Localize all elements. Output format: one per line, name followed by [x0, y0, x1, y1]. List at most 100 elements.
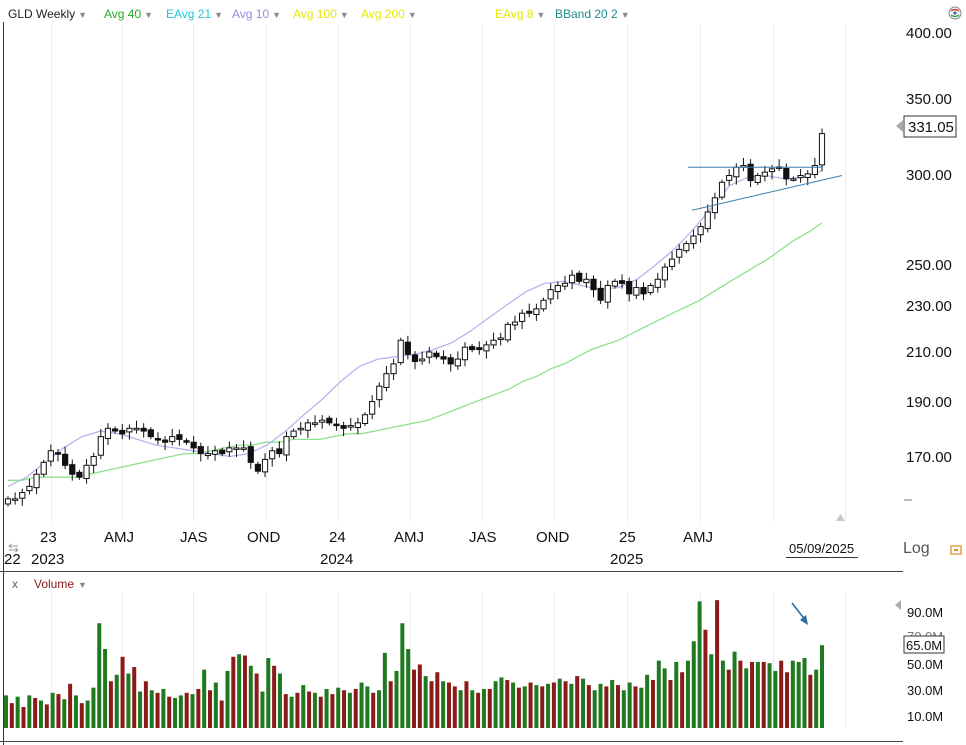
candle-body-up [583, 278, 590, 284]
indicator-bband[interactable]: BBand 20 2 ▼ [555, 7, 630, 21]
candle-body-down [247, 446, 254, 463]
scroll-up-icon[interactable] [836, 514, 845, 521]
candle [626, 277, 633, 302]
avg10-path [7, 169, 823, 487]
volume-bar-up [610, 679, 615, 728]
volume-bar-down [388, 681, 393, 728]
volume-bar-down [505, 679, 510, 728]
candle-body-up [754, 175, 761, 183]
candle [440, 350, 447, 365]
volume-bar-up [598, 683, 603, 728]
candle-body-down [526, 310, 533, 314]
volume-tick: 10.0M [907, 709, 943, 724]
indicator-legend: GLD Weekly ▼ Avg 40 ▼ EAvg 21 ▼ Avg 10 ▼ Avg… [0, 0, 966, 26]
volume-bar-up [336, 687, 341, 728]
indicator-avg40[interactable]: Avg 40 ▼ [104, 7, 154, 21]
candle-body-up [40, 461, 47, 475]
candle-body-up [611, 280, 619, 287]
volume-tick: 30.0M [907, 683, 943, 698]
time-tick: JAS [180, 529, 208, 546]
volume-bar-up [260, 691, 265, 728]
candle-body-up [497, 337, 504, 340]
volume-bars [4, 600, 824, 728]
candle [33, 469, 40, 495]
expand-arrows-icon[interactable]: ⇆ [8, 540, 19, 555]
volume-bar-up [178, 695, 183, 728]
candle [326, 415, 333, 426]
volume-indicator-selector[interactable]: Volume ▼ [34, 577, 87, 591]
volume-tick: 50.0M [907, 657, 943, 672]
volume-bar-down [575, 676, 580, 728]
candle-body-up [519, 312, 526, 322]
candle-body-up [733, 166, 740, 178]
chevron-down-icon: ▼ [78, 10, 88, 20]
candle [247, 441, 254, 469]
candle [419, 351, 426, 365]
candle [304, 419, 311, 439]
volume-bar-up [114, 674, 119, 728]
candle-body-up [790, 178, 797, 181]
indicator-avg10[interactable]: Avg 10 ▼ [232, 7, 282, 21]
candle-body-up [604, 284, 611, 303]
candle [718, 179, 726, 200]
candle [69, 459, 76, 481]
candle-body-up [540, 299, 547, 310]
volume-bar-up [511, 682, 516, 728]
volume-bar-up [289, 696, 294, 728]
candle-body-up [90, 456, 97, 466]
volume-bar-down [9, 703, 14, 728]
candle-body-up [226, 447, 233, 453]
log-scale-toggle[interactable]: Log [903, 540, 930, 557]
symbol-selector[interactable]: GLD Weekly ▼ [8, 7, 88, 21]
candle-body-down [62, 453, 69, 466]
volume-bar-up [796, 661, 801, 728]
indicator-eavg21[interactable]: EAvg 21 ▼ [166, 7, 224, 21]
candlesticks [4, 128, 826, 507]
price-tick: 400.00 [906, 25, 952, 42]
indicator-eavg8[interactable]: EAvg 8 ▼ [495, 7, 546, 21]
trendlines[interactable] [688, 166, 843, 211]
candle [47, 444, 54, 467]
candle [818, 128, 826, 172]
candle [426, 346, 433, 364]
volume-bar-down [808, 674, 813, 728]
candle [340, 421, 347, 437]
candle-body-down [340, 425, 347, 429]
volume-bar-up [394, 670, 399, 728]
candle-body-up [490, 339, 497, 346]
volume-bar-up [557, 678, 562, 728]
volume-bar-down [353, 688, 358, 728]
candle-body-down [254, 463, 262, 472]
candle-body-up [718, 181, 726, 198]
candle-body-down [190, 441, 197, 449]
candle [447, 353, 454, 372]
candle [83, 458, 90, 484]
lock-icon[interactable] [950, 545, 962, 555]
indicator-avg200[interactable]: Avg 200 ▼ [361, 7, 417, 21]
volume-bar-down [33, 697, 38, 728]
volume-bar-down [487, 688, 492, 728]
candle [411, 351, 419, 370]
candle-body-up [369, 401, 376, 415]
volume-axis: 90.0M 70.0M 50.0M 30.0M 10.0M [907, 605, 943, 724]
indicator-avg100[interactable]: Avg 100 ▼ [293, 7, 349, 21]
volume-bar-up [691, 641, 696, 728]
volume-bar-down [540, 686, 545, 728]
close-volume-pane-button[interactable]: x [12, 577, 18, 591]
candle [740, 157, 747, 172]
volume-bar-up [4, 695, 8, 728]
volume-bar-down [79, 703, 84, 728]
volume-bar-down [283, 694, 288, 728]
candle [483, 341, 490, 359]
volume-bar-up [237, 654, 242, 728]
candle-body-up [647, 284, 654, 294]
candle [683, 241, 690, 254]
candle [519, 309, 526, 330]
candle [97, 428, 104, 460]
settings-globe-icon[interactable] [948, 6, 962, 20]
chevron-down-icon: ▼ [144, 10, 154, 20]
volume-bar-up [62, 699, 67, 728]
candle [554, 281, 561, 300]
year-tick: 2024 [320, 551, 353, 568]
